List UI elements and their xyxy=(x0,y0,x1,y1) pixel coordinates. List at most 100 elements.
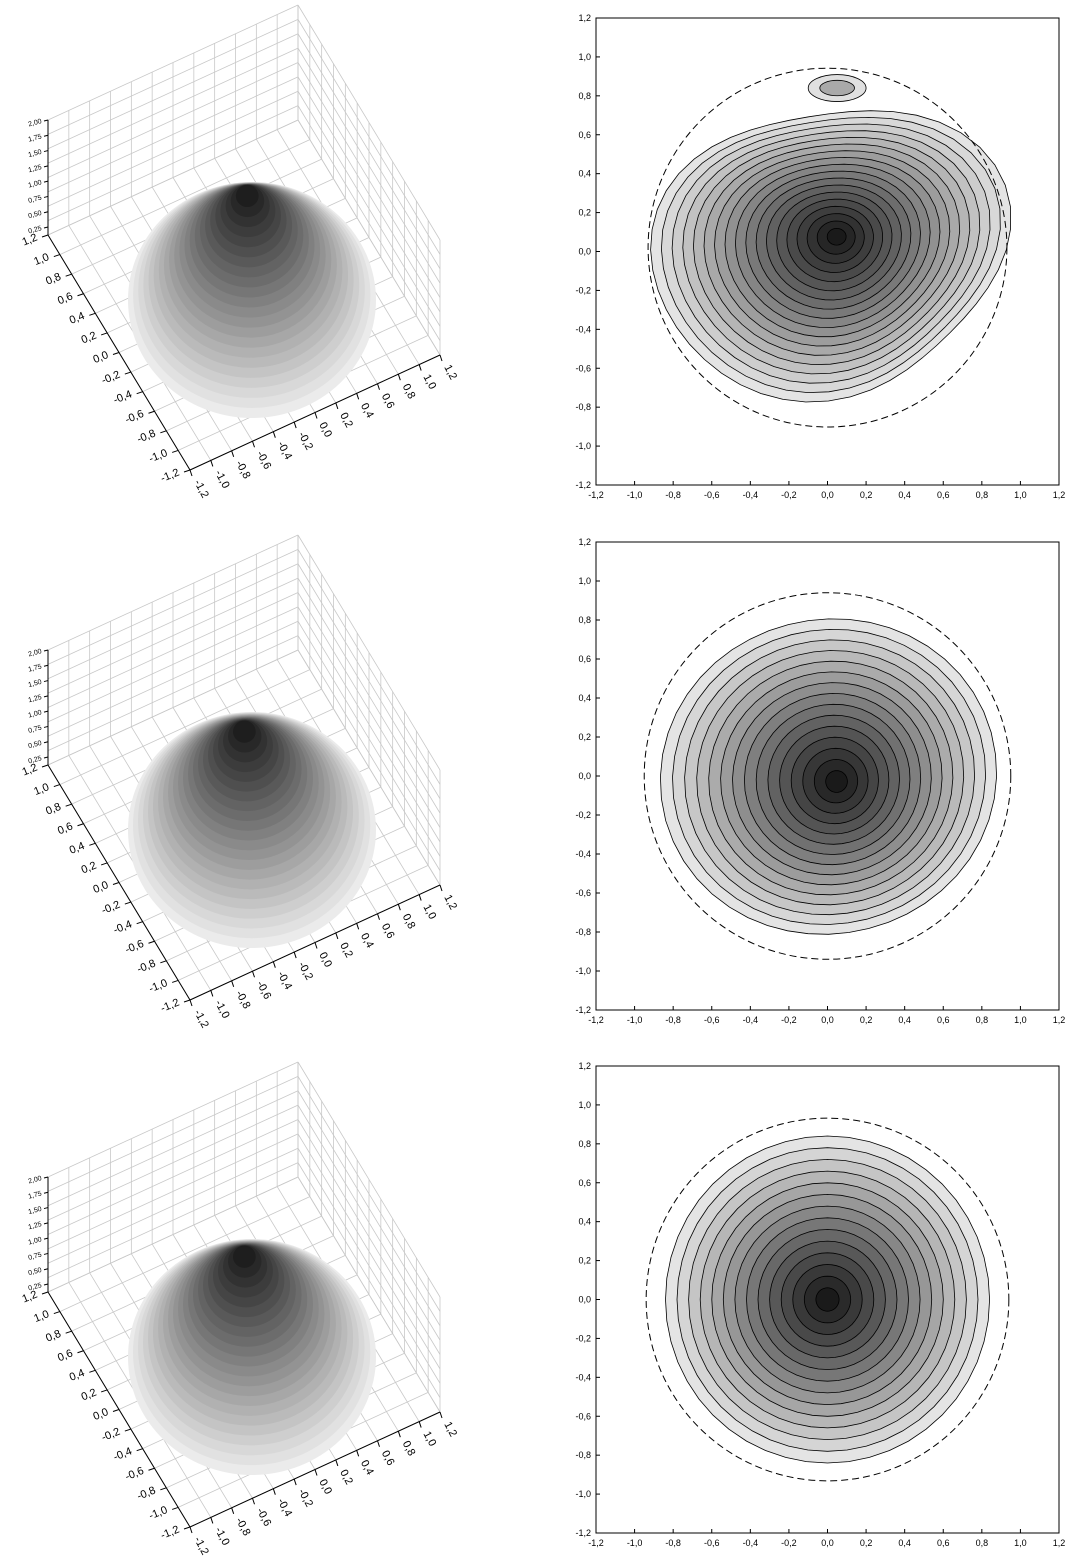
x-tick xyxy=(252,971,255,978)
y-tick-label: -0,8 xyxy=(575,1450,591,1460)
x-tick xyxy=(252,1498,255,1505)
surface-layer xyxy=(233,720,256,743)
z-tick xyxy=(43,710,49,713)
y-tick xyxy=(77,293,84,297)
x-tick-label: 0,0 xyxy=(821,1015,834,1025)
wall-grid xyxy=(47,1061,299,1178)
wall-grid xyxy=(297,635,441,871)
wall-grid xyxy=(297,105,441,341)
x-tick-label: -1,2 xyxy=(191,1535,211,1556)
x-tick-label: 0,0 xyxy=(316,420,334,439)
y-tick-label: -0,2 xyxy=(100,1426,122,1444)
wall-grid xyxy=(297,19,441,255)
x-tick-label: 1,2 xyxy=(441,363,459,382)
x-tick-label: -0,2 xyxy=(296,1487,316,1509)
y-tick-label: -1,0 xyxy=(147,977,169,995)
x-tick xyxy=(397,1431,401,1438)
x-tick-label: 0,2 xyxy=(860,490,873,500)
z-tick-label: 1,25 xyxy=(28,694,43,704)
x-tick xyxy=(356,923,360,930)
y-tick xyxy=(148,940,155,944)
wall-grid xyxy=(47,635,299,751)
x-tick-label: -1,0 xyxy=(627,490,643,500)
y-tick-label: 0,8 xyxy=(578,1139,591,1149)
wall-grid xyxy=(47,1090,299,1207)
y-tick-label: 0,8 xyxy=(578,91,591,101)
z-tick xyxy=(43,1252,49,1255)
z-tick xyxy=(43,211,49,214)
z-tick xyxy=(43,150,49,153)
y-tick xyxy=(89,1369,96,1373)
y-tick-label: 1,0 xyxy=(32,251,51,268)
x-tick-label: -1,0 xyxy=(627,1538,643,1548)
x-tick-label: 1,0 xyxy=(1014,1538,1027,1548)
floor-grid xyxy=(47,649,299,766)
y-tick xyxy=(77,823,84,827)
x-tick xyxy=(314,1469,318,1476)
y-tick-label: -0,8 xyxy=(575,402,591,412)
x-tick-label: 1,2 xyxy=(1053,490,1066,500)
x-tick-label: -0,8 xyxy=(665,1538,681,1548)
z-tick xyxy=(43,1222,49,1225)
z-tick xyxy=(43,741,49,744)
y-tick-label: 0,2 xyxy=(578,208,591,218)
x-tick-label: 0,4 xyxy=(898,1015,911,1025)
y-tick xyxy=(148,1467,155,1471)
y-tick-label: -1,2 xyxy=(159,1524,181,1542)
x-tick-label: 0,4 xyxy=(358,401,376,420)
x-tick-label: -0,2 xyxy=(781,1538,797,1548)
y-tick-label: 0,8 xyxy=(44,271,63,288)
x-tick-label: 0,6 xyxy=(937,1015,950,1025)
y-tick-label: 0,0 xyxy=(91,879,110,896)
surface-plot-3: -1,2-1,0-0,8-0,6-0,4-0,20,00,20,40,60,81… xyxy=(20,1061,459,1556)
wall-grid xyxy=(297,47,441,284)
x-tick xyxy=(335,402,339,410)
y-tick-label: 0,6 xyxy=(578,654,591,664)
wall-grid xyxy=(47,563,299,680)
x-tick-label: 0,8 xyxy=(400,912,418,931)
z-tick xyxy=(43,1283,49,1286)
y-tick-label: -0,4 xyxy=(575,849,591,859)
x-tick-label: -0,6 xyxy=(254,979,274,1001)
z-tick-label: 1,50 xyxy=(28,1206,43,1216)
x-tick xyxy=(418,1421,422,1428)
x-tick-label: 0,6 xyxy=(937,490,950,500)
wall-grid xyxy=(297,4,441,241)
z-tick xyxy=(43,226,49,229)
z-tick-label: 2,00 xyxy=(28,648,43,658)
z-tick xyxy=(43,649,49,652)
x-tick xyxy=(439,354,443,362)
y-tick-label: 1,2 xyxy=(578,537,591,547)
x-tick xyxy=(377,383,380,390)
y-tick-label: -0,4 xyxy=(112,388,134,406)
x-tick xyxy=(314,942,318,949)
secondary-peak-inner xyxy=(819,79,855,97)
x-tick-label: 0,6 xyxy=(379,392,397,411)
x-tick xyxy=(439,1411,443,1419)
y-tick xyxy=(101,862,108,866)
contour-plot-3: -1,2 -1,0 -0,8 -0,6 -0,4 -0,2 0,0 0,2 0,4 0,6 0,8 1… xyxy=(575,1061,1065,1548)
x-tick xyxy=(293,1478,297,1486)
y-tick-label: -0,6 xyxy=(575,888,591,898)
wall-grid xyxy=(47,1133,299,1250)
y-tick-label: 1,0 xyxy=(578,576,591,586)
y-tick-label: -0,2 xyxy=(575,1333,591,1343)
x-tick-label: 0,8 xyxy=(976,1015,989,1025)
y-tick-label: -0,6 xyxy=(575,1411,591,1421)
wall-grid xyxy=(297,577,441,814)
z-tick-label: 0,50 xyxy=(28,210,43,220)
y-tick xyxy=(101,332,108,336)
z-tick xyxy=(43,119,49,122)
y-tick-label: 1,2 xyxy=(20,1289,39,1306)
x-tick xyxy=(356,1450,360,1457)
wall-grid xyxy=(297,606,441,843)
x-tick xyxy=(439,884,443,892)
x-tick-label: 0,8 xyxy=(976,490,989,500)
y-tick xyxy=(160,430,167,434)
x-tick-label: 1,2 xyxy=(1053,1015,1066,1025)
wall-grid xyxy=(47,577,299,694)
x-tick-label: 0,4 xyxy=(898,490,911,500)
z-tick-label: 0,75 xyxy=(28,1252,43,1262)
y-tick-label: -0,2 xyxy=(100,369,122,387)
x-tick-label: -0,8 xyxy=(233,989,253,1011)
